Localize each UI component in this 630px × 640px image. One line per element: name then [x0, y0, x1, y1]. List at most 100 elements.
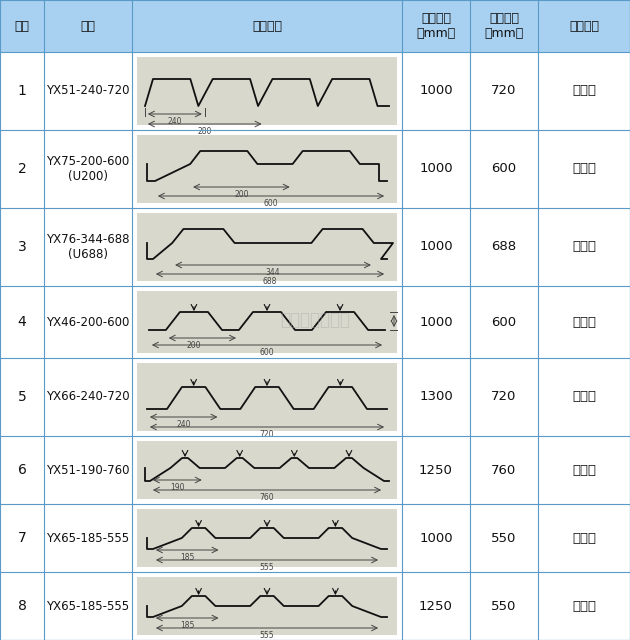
Text: 阳光工匠光伏网: 阳光工匠光伏网: [280, 311, 350, 329]
Text: 展开宽度
（mm）: 展开宽度 （mm）: [416, 12, 455, 40]
Bar: [132, 130, 402, 208]
Bar: [44, 52, 132, 130]
Bar: [132, 0, 402, 52]
Bar: [538, 358, 630, 436]
Bar: [402, 0, 470, 52]
Text: 开口式: 开口式: [572, 163, 596, 175]
Text: 8: 8: [18, 599, 26, 613]
Text: 720: 720: [491, 390, 517, 403]
Text: 550: 550: [491, 531, 517, 545]
Bar: [137, 509, 397, 567]
Bar: [0, 436, 44, 504]
Bar: [0, 358, 44, 436]
Bar: [538, 504, 630, 572]
Text: YX51-190-760: YX51-190-760: [46, 463, 130, 477]
Text: 闭口式: 闭口式: [572, 463, 596, 477]
Bar: [137, 57, 397, 125]
Text: 600: 600: [264, 199, 278, 208]
Text: 3: 3: [18, 240, 26, 254]
Text: 2: 2: [18, 162, 26, 176]
Bar: [538, 208, 630, 286]
Bar: [44, 130, 132, 208]
Text: 600: 600: [491, 163, 517, 175]
Text: 1000: 1000: [419, 84, 453, 97]
Text: 240: 240: [168, 117, 182, 126]
Text: 型号: 型号: [81, 19, 96, 33]
Text: 开口式: 开口式: [572, 84, 596, 97]
Text: 720: 720: [491, 84, 517, 97]
Text: YX66-240-720: YX66-240-720: [46, 390, 130, 403]
Bar: [470, 436, 538, 504]
Bar: [132, 358, 402, 436]
Text: 200: 200: [234, 190, 249, 199]
Bar: [0, 572, 44, 640]
Bar: [470, 52, 538, 130]
Bar: [44, 286, 132, 358]
Text: 闭口式: 闭口式: [572, 390, 596, 403]
Text: 1: 1: [18, 84, 26, 98]
Bar: [44, 358, 132, 436]
Text: 280: 280: [198, 127, 212, 136]
Bar: [132, 572, 402, 640]
Text: 6: 6: [18, 463, 26, 477]
Bar: [44, 572, 132, 640]
Bar: [137, 363, 397, 431]
Bar: [402, 572, 470, 640]
Text: 截面简图: 截面简图: [252, 19, 282, 33]
Bar: [44, 436, 132, 504]
Text: 550: 550: [491, 600, 517, 612]
Bar: [538, 286, 630, 358]
Text: YX75-200-600
(U200): YX75-200-600 (U200): [47, 155, 130, 183]
Text: 序号: 序号: [14, 19, 30, 33]
Text: 7: 7: [18, 531, 26, 545]
Bar: [137, 135, 397, 203]
Bar: [137, 291, 397, 353]
Text: 185: 185: [180, 621, 195, 630]
Bar: [402, 208, 470, 286]
Text: 5: 5: [18, 390, 26, 404]
Bar: [0, 208, 44, 286]
Bar: [132, 504, 402, 572]
Bar: [132, 208, 402, 286]
Bar: [0, 0, 44, 52]
Text: 1000: 1000: [419, 241, 453, 253]
Bar: [402, 358, 470, 436]
Bar: [402, 504, 470, 572]
Text: 1250: 1250: [419, 600, 453, 612]
Bar: [0, 504, 44, 572]
Bar: [132, 286, 402, 358]
Bar: [470, 358, 538, 436]
Text: YX46-200-600: YX46-200-600: [47, 316, 130, 328]
Bar: [538, 436, 630, 504]
Text: 1300: 1300: [419, 390, 453, 403]
Bar: [470, 572, 538, 640]
Bar: [0, 52, 44, 130]
Bar: [538, 572, 630, 640]
Text: 600: 600: [491, 316, 517, 328]
Bar: [538, 130, 630, 208]
Bar: [470, 0, 538, 52]
Text: 1250: 1250: [419, 463, 453, 477]
Text: 600: 600: [260, 348, 274, 357]
Bar: [132, 52, 402, 130]
Text: 185: 185: [180, 553, 195, 562]
Bar: [44, 0, 132, 52]
Bar: [137, 441, 397, 499]
Text: 有效宽度
（mm）: 有效宽度 （mm）: [484, 12, 524, 40]
Bar: [402, 130, 470, 208]
Text: 4: 4: [18, 315, 26, 329]
Bar: [0, 130, 44, 208]
Text: 闭口式: 闭口式: [572, 531, 596, 545]
Bar: [538, 52, 630, 130]
Text: YX65-185-555: YX65-185-555: [47, 600, 130, 612]
Bar: [402, 52, 470, 130]
Bar: [470, 504, 538, 572]
Bar: [44, 208, 132, 286]
Bar: [137, 577, 397, 635]
Text: 555: 555: [260, 563, 274, 572]
Bar: [470, 286, 538, 358]
Bar: [470, 130, 538, 208]
Text: 开口式: 开口式: [572, 241, 596, 253]
Bar: [137, 213, 397, 281]
Bar: [0, 286, 44, 358]
